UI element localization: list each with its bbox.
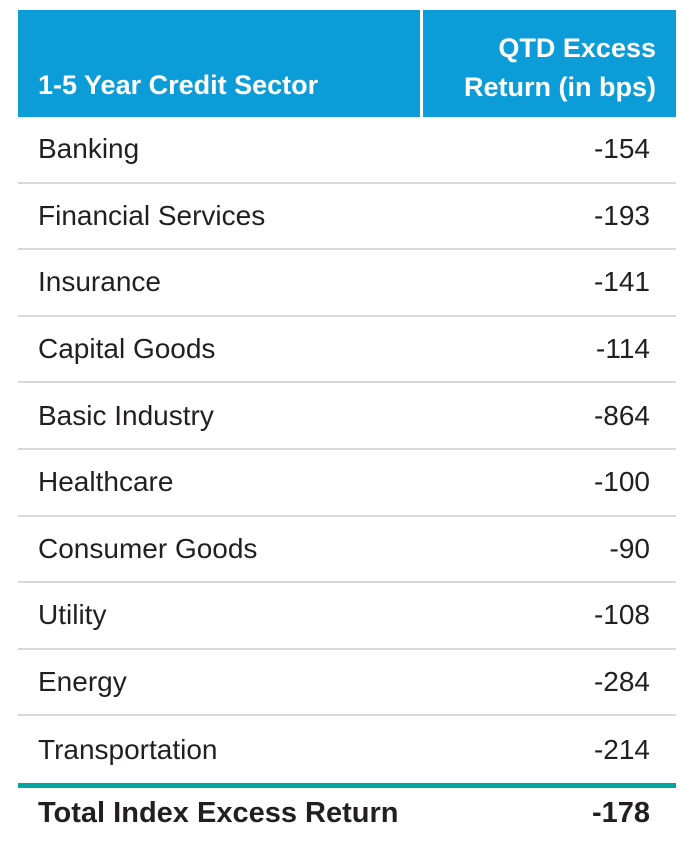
sector-value: -864: [593, 399, 650, 431]
table-row: Financial Services -193: [18, 184, 676, 251]
table-row: Energy -284: [18, 650, 676, 717]
total-value: -178: [591, 797, 650, 830]
sector-value: -154: [593, 133, 650, 165]
header-return-label: QTD Excess Return (in bps): [464, 29, 656, 107]
sector-name: Energy: [38, 666, 127, 698]
sector-name: Capital Goods: [38, 333, 216, 365]
table-row: Consumer Goods -90: [18, 517, 676, 584]
sector-name: Insurance: [38, 266, 161, 298]
total-label: Total Index Excess Return: [38, 797, 399, 830]
header-return-label-line1: QTD Excess: [498, 32, 656, 63]
sector-value: -114: [596, 333, 650, 365]
sector-value: -100: [593, 466, 650, 498]
sector-name: Utility: [38, 599, 107, 631]
sector-name: Banking: [38, 133, 140, 165]
sector-name: Healthcare: [38, 466, 174, 498]
sector-name: Consumer Goods: [38, 532, 258, 564]
header-return-label-line2: Return (in bps): [464, 71, 656, 102]
sector-value: -108: [593, 599, 650, 631]
table-body: Banking -154 Financial Services -193 Insuran…: [18, 117, 676, 783]
sector-name: Transportation: [38, 733, 218, 765]
header-sector-column: 1-5 Year Credit Sector: [18, 10, 420, 117]
sector-value: -284: [593, 666, 650, 698]
credit-sector-table: 1-5 Year Credit Sector QTD Excess Return…: [18, 10, 676, 840]
table-row: Utility -108: [18, 583, 676, 650]
header-column-divider: [420, 10, 423, 117]
table-row: Healthcare -100: [18, 450, 676, 517]
table-row: Insurance -141: [18, 250, 676, 317]
header-return-column: QTD Excess Return (in bps): [423, 10, 676, 117]
table-row: Banking -154: [18, 117, 676, 184]
header-sector-label: 1-5 Year Credit Sector: [38, 69, 319, 100]
sector-name: Financial Services: [38, 199, 266, 231]
total-row: Total Index Excess Return -178: [18, 782, 676, 840]
sector-value: -90: [609, 532, 650, 564]
table-row: Basic Industry -864: [18, 383, 676, 450]
sector-value: -214: [593, 733, 650, 765]
table-row: Transportation -214: [18, 716, 676, 783]
sector-value: -193: [593, 199, 650, 231]
sector-name: Basic Industry: [38, 399, 214, 431]
table-header: 1-5 Year Credit Sector QTD Excess Return…: [18, 10, 676, 117]
table-row: Capital Goods -114: [18, 317, 676, 384]
sector-value: -141: [593, 266, 650, 298]
